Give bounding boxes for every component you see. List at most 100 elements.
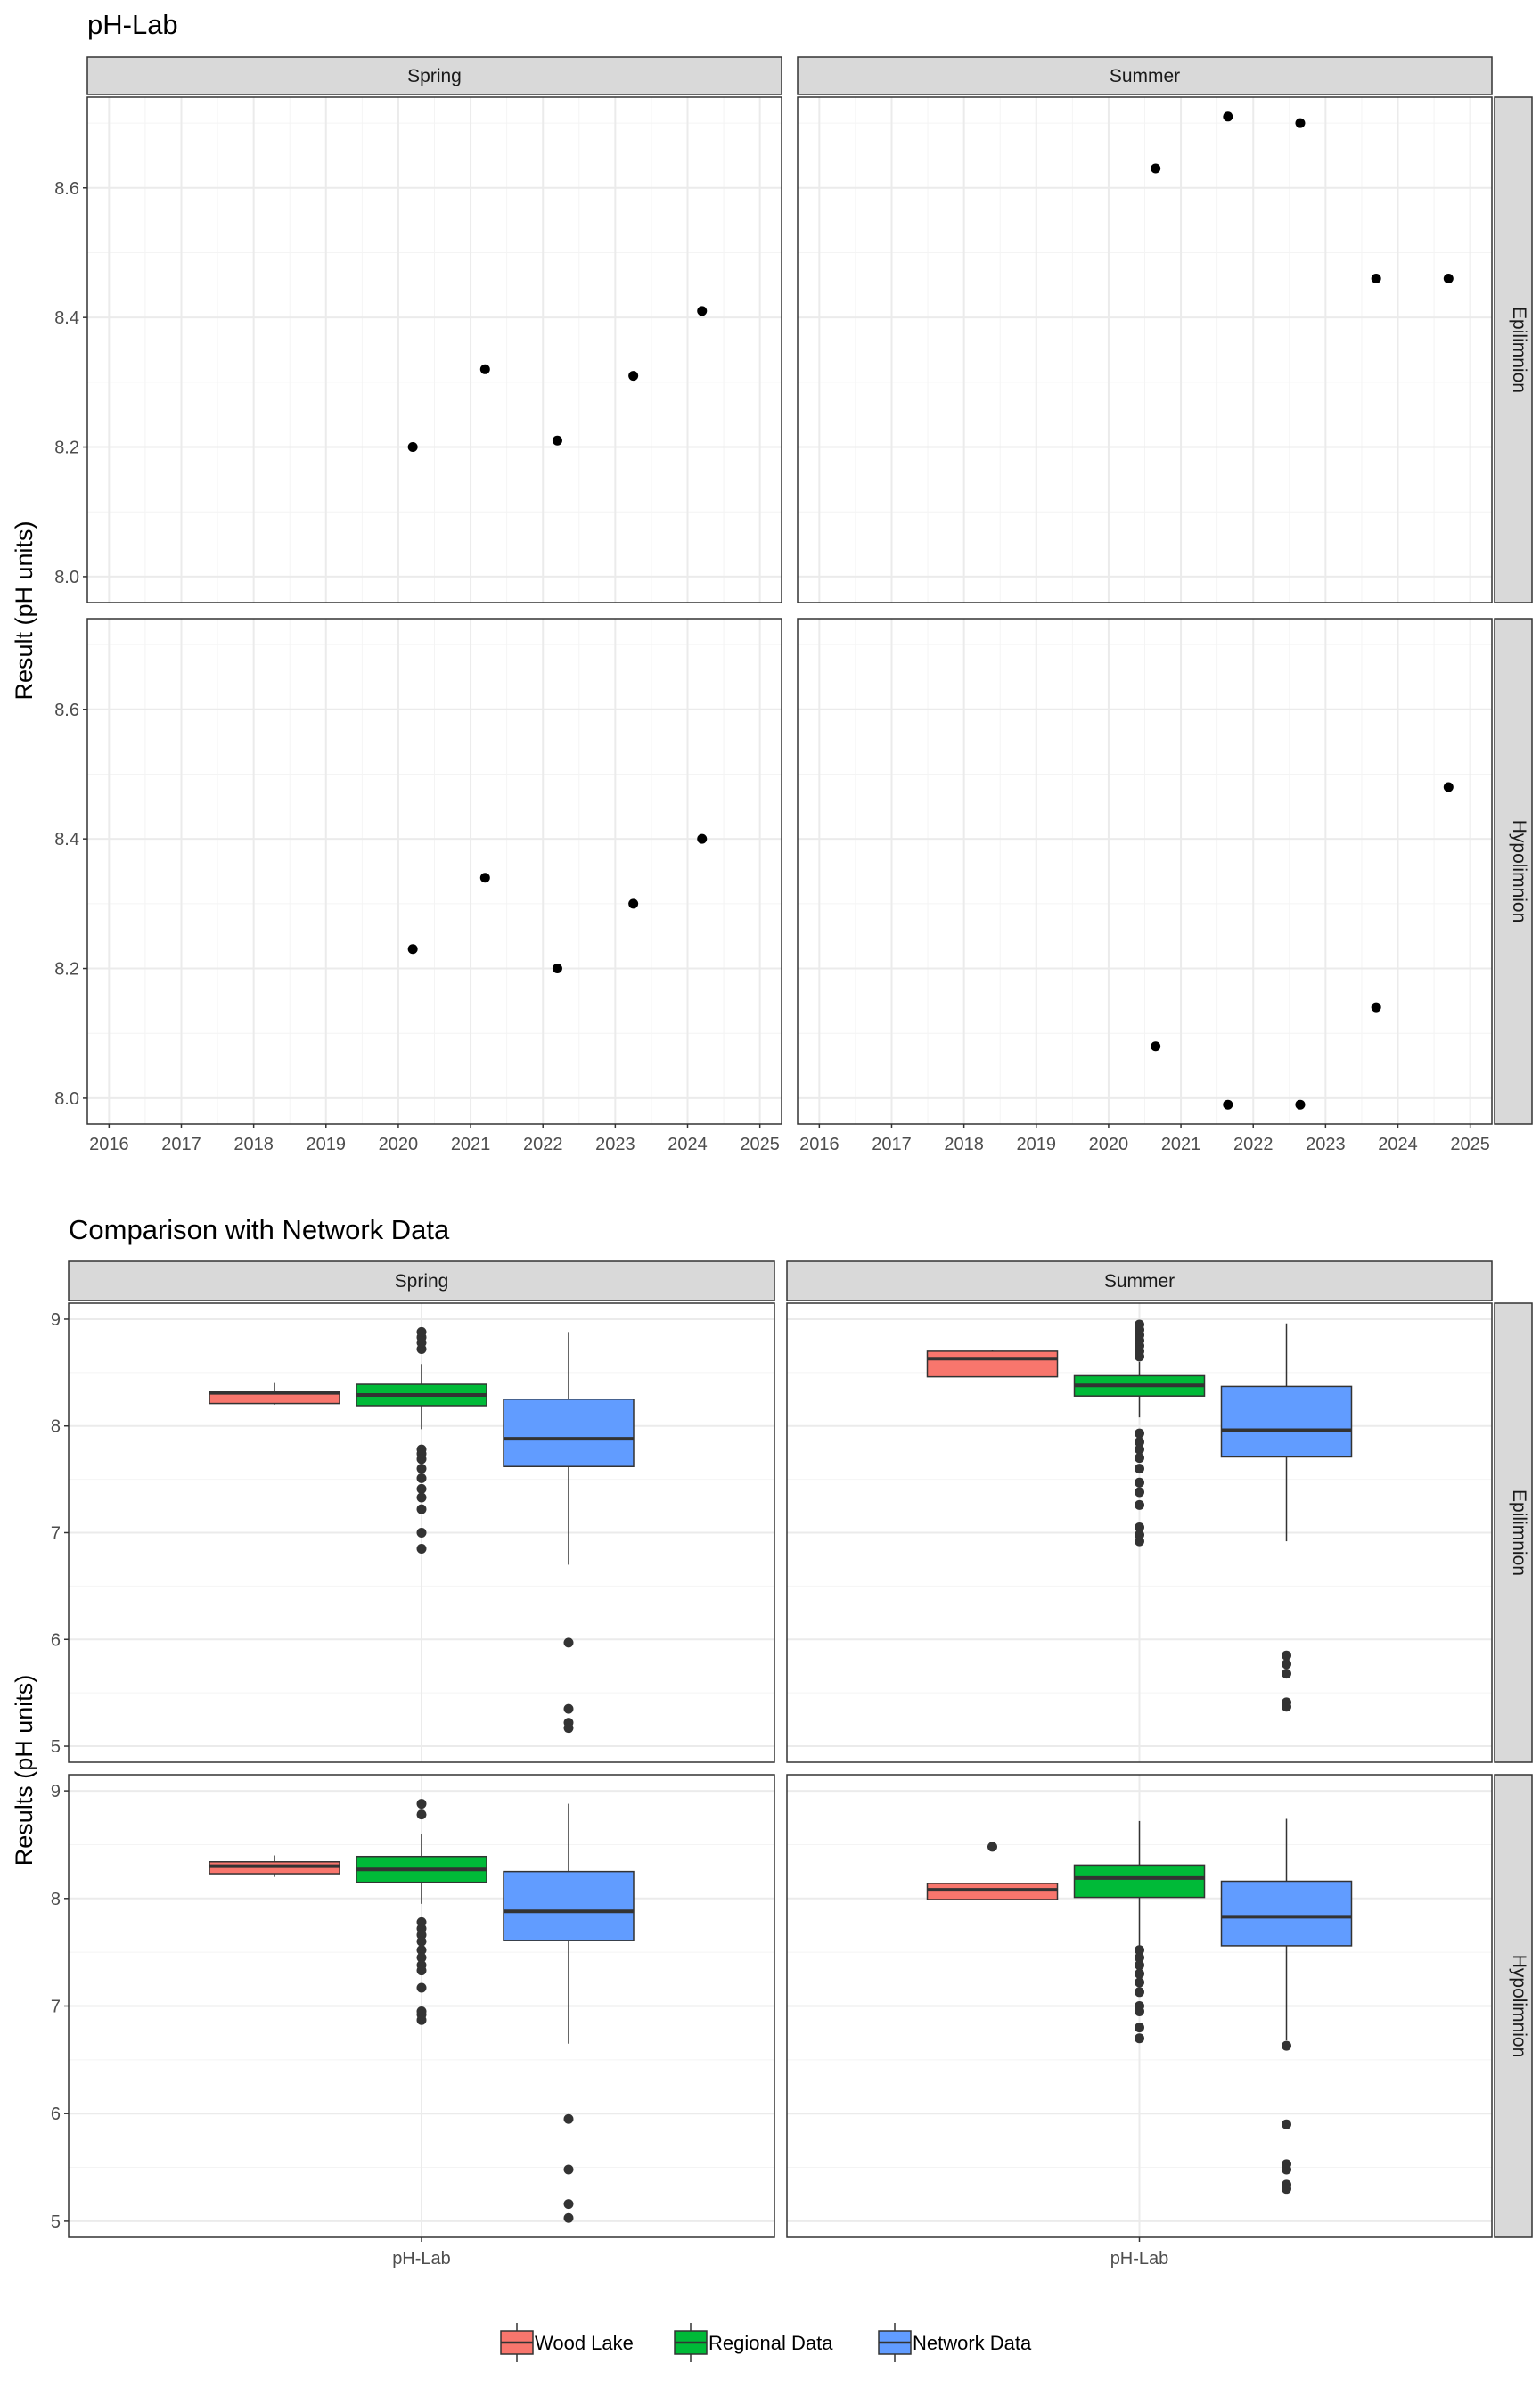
outlier-point [1135,2006,1144,2017]
chart2-strip-label-summer: Summer [1104,1271,1175,1292]
y-tick-label: 9 [51,1310,61,1330]
y-tick-label: 8.4 [54,308,79,328]
x-tick-label: 2019 [1017,1135,1057,1154]
chart2-panel-spring-hypolimnion [68,1774,775,2238]
y-tick-label: 8.6 [54,179,79,199]
outlier-point [563,2212,574,2223]
legend-label-regional-data: Regional Data [709,2332,833,2354]
data-point [628,898,639,909]
y-tick-label: 8.0 [54,568,79,587]
outlier-point [563,2164,574,2175]
outlier-point [1135,1952,1144,1963]
outlier-point [1135,1977,1144,1988]
box-wood-lake [209,1382,340,1405]
outlier-point [1282,1650,1291,1661]
outlier-point [1135,1987,1144,1998]
box-network-data [1220,1818,1353,2195]
x-tick-label: 2017 [872,1135,912,1154]
y-tick-label: 8.2 [54,960,79,980]
chart2-strip-hypolimnion [1494,1774,1533,2238]
outlier-point [1282,2164,1291,2175]
chart1-panel-spring-hypolimnion [86,618,782,1125]
outlier-point [1135,1945,1144,1956]
data-point [1295,118,1306,128]
box-regional-data [356,1326,487,1554]
data-point [1443,274,1454,284]
data-point [407,944,418,955]
chart2-strip-epilimnion [1494,1302,1533,1763]
data-point [1223,1099,1233,1110]
outlier-point [416,1492,427,1503]
chart2-strip-label-hypolimnion: Hypolimnion [1509,1955,1529,2058]
outlier-point [416,1945,427,1956]
outlier-point [1282,2184,1291,2195]
x-tick-label: pH-Lab [392,2249,451,2269]
y-tick-label: 8.4 [54,830,79,849]
outlier-point [416,1528,427,1538]
chart1-strip-summer [797,56,1493,95]
chart2-strip-label-spring: Spring [395,1271,449,1292]
box-wood-lake [209,1855,340,1877]
outlier-point [563,1703,574,1714]
y-tick-label: 8.2 [54,439,79,458]
outlier-point [416,1504,427,1514]
legend-label-network-data: Network Data [913,2332,1032,2354]
outlier-point [563,1637,574,1648]
x-tick-label: 2024 [668,1135,708,1154]
box-body [926,1350,1059,1378]
box-regional-data [1073,1820,1206,2044]
outlier-point [1135,1453,1144,1464]
data-point [552,964,562,974]
y-tick-label: 6 [51,2105,61,2124]
chart2-strip-summer [786,1260,1493,1301]
outlier-point [1135,1487,1144,1498]
chart2-panel-spring-epilimnion [68,1302,775,1763]
outlier-point [1135,1464,1144,1474]
outlier-point [416,1454,427,1465]
outlier-point [1135,1536,1144,1547]
x-tick-label: 2016 [799,1135,840,1154]
x-tick-label: 2018 [233,1135,274,1154]
x-tick-label: 2018 [944,1135,984,1154]
data-point [697,833,708,844]
x-tick-label: pH-Lab [1110,2249,1169,2269]
chart1-strip-spring [86,56,782,95]
outlier-point [1135,1968,1144,1979]
data-point [1443,782,1454,792]
outlier-point [416,1543,427,1554]
data-point [1151,163,1161,174]
data-point [1371,274,1381,284]
outlier-point [563,1723,574,1734]
chart1-panel-spring-epilimnion [86,96,782,603]
x-tick-label: 2025 [740,1135,780,1154]
box-wood-lake [926,1350,1059,1378]
x-tick-label: 2025 [1450,1135,1490,1154]
box-wood-lake [926,1842,1059,1900]
chart1-title: pH-Lab [87,9,178,40]
outlier-point [1282,2040,1291,2051]
data-point [1295,1099,1306,1110]
box-network-data [1220,1323,1353,1712]
chart2-strip-label-epilimnion: Epilimnion [1509,1489,1529,1576]
box-network-data [503,1803,635,2223]
y-tick-label: 5 [51,1737,61,1757]
outlier-point [1135,1960,1144,1971]
outlier-point [563,2113,574,2124]
data-point [1151,1041,1161,1052]
outlier-point [1135,1522,1144,1533]
x-tick-label: 2020 [1089,1135,1129,1154]
chart1-strip-label-summer: Summer [1110,66,1180,86]
panel-border [86,618,782,1125]
outlier-point [416,2014,427,2025]
outlier-point [1282,2119,1291,2129]
chart1-strip-label-hypolimnion: Hypolimnion [1509,820,1529,923]
outlier-point [416,1936,427,1947]
panel-border [786,1302,1493,1763]
x-tick-label: 2021 [1161,1135,1201,1154]
outlier-point [1282,1702,1291,1712]
chart2-y-axis-title: Results (pH units) [11,1675,37,1867]
x-tick-label: 2022 [1233,1135,1274,1154]
box-body [1073,1864,1206,1899]
chart2-legend: Wood Lake Regional Data Network Data [500,2323,1032,2362]
x-tick-label: 2023 [595,1135,635,1154]
